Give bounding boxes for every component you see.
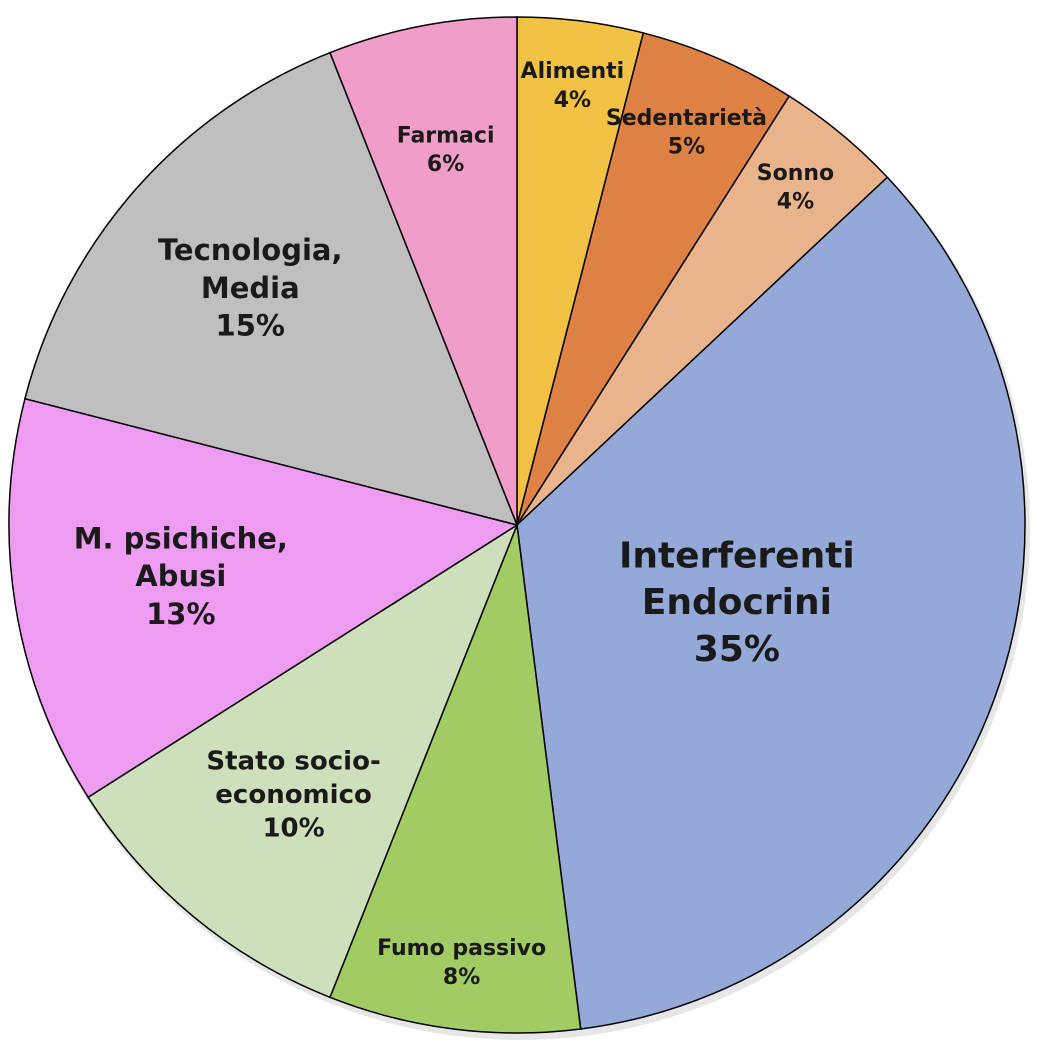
slice-value-label: 8% bbox=[443, 965, 480, 990]
pie-slice bbox=[329, 16, 518, 526]
slice-label-line: Interferenti bbox=[619, 535, 855, 576]
slice-label-line: Tecnologia, bbox=[158, 233, 343, 267]
slice-value-label: 6% bbox=[427, 152, 464, 177]
slice-label: Farmaci bbox=[397, 123, 495, 148]
slice-value-label: 35% bbox=[694, 629, 780, 670]
slice-value-label: 10% bbox=[262, 813, 324, 843]
slice-label-line: economico bbox=[215, 780, 372, 810]
slice-value-label: 4% bbox=[554, 88, 591, 113]
slice-label: Fumo passivo bbox=[377, 936, 546, 961]
slice-label-line: Abusi bbox=[135, 559, 226, 593]
slice-label-line: Farmaci bbox=[397, 123, 495, 148]
pie-slice bbox=[87, 523, 519, 999]
slice-label-line: M. psichiche, bbox=[74, 522, 288, 556]
slice-label-line: Sedentarietà bbox=[606, 106, 767, 131]
slice-value-label: 15% bbox=[216, 309, 285, 343]
slice-label: Tecnologia, Media bbox=[158, 233, 343, 305]
slice-label: Interferenti Endocrini bbox=[619, 535, 855, 623]
slice-value-label: 5% bbox=[668, 135, 705, 160]
slice-label-line: Sonno bbox=[757, 161, 834, 186]
slice-label: Sonno bbox=[757, 161, 834, 186]
slice-label: Stato socio-economico bbox=[206, 746, 380, 810]
pie-slice bbox=[516, 32, 791, 526]
slice-value-label: 13% bbox=[146, 597, 215, 631]
slice-label-line: Media bbox=[201, 271, 300, 305]
pie-slice bbox=[516, 176, 1026, 1030]
pie-slice bbox=[8, 397, 519, 799]
slice-label: M. psichiche, Abusi bbox=[74, 522, 288, 594]
slice-label-line: Endocrini bbox=[642, 582, 832, 623]
slice-value-label: 4% bbox=[777, 190, 814, 215]
slice-label-line: Stato socio- bbox=[206, 746, 380, 776]
slice-label: Alimenti bbox=[521, 59, 625, 84]
slice-label: Sedentarietà bbox=[606, 106, 767, 131]
slice-label-line: Fumo passivo bbox=[377, 936, 546, 961]
pie-slice bbox=[24, 51, 519, 527]
slice-label-line: Alimenti bbox=[521, 59, 625, 84]
pie-slice bbox=[329, 524, 582, 1034]
